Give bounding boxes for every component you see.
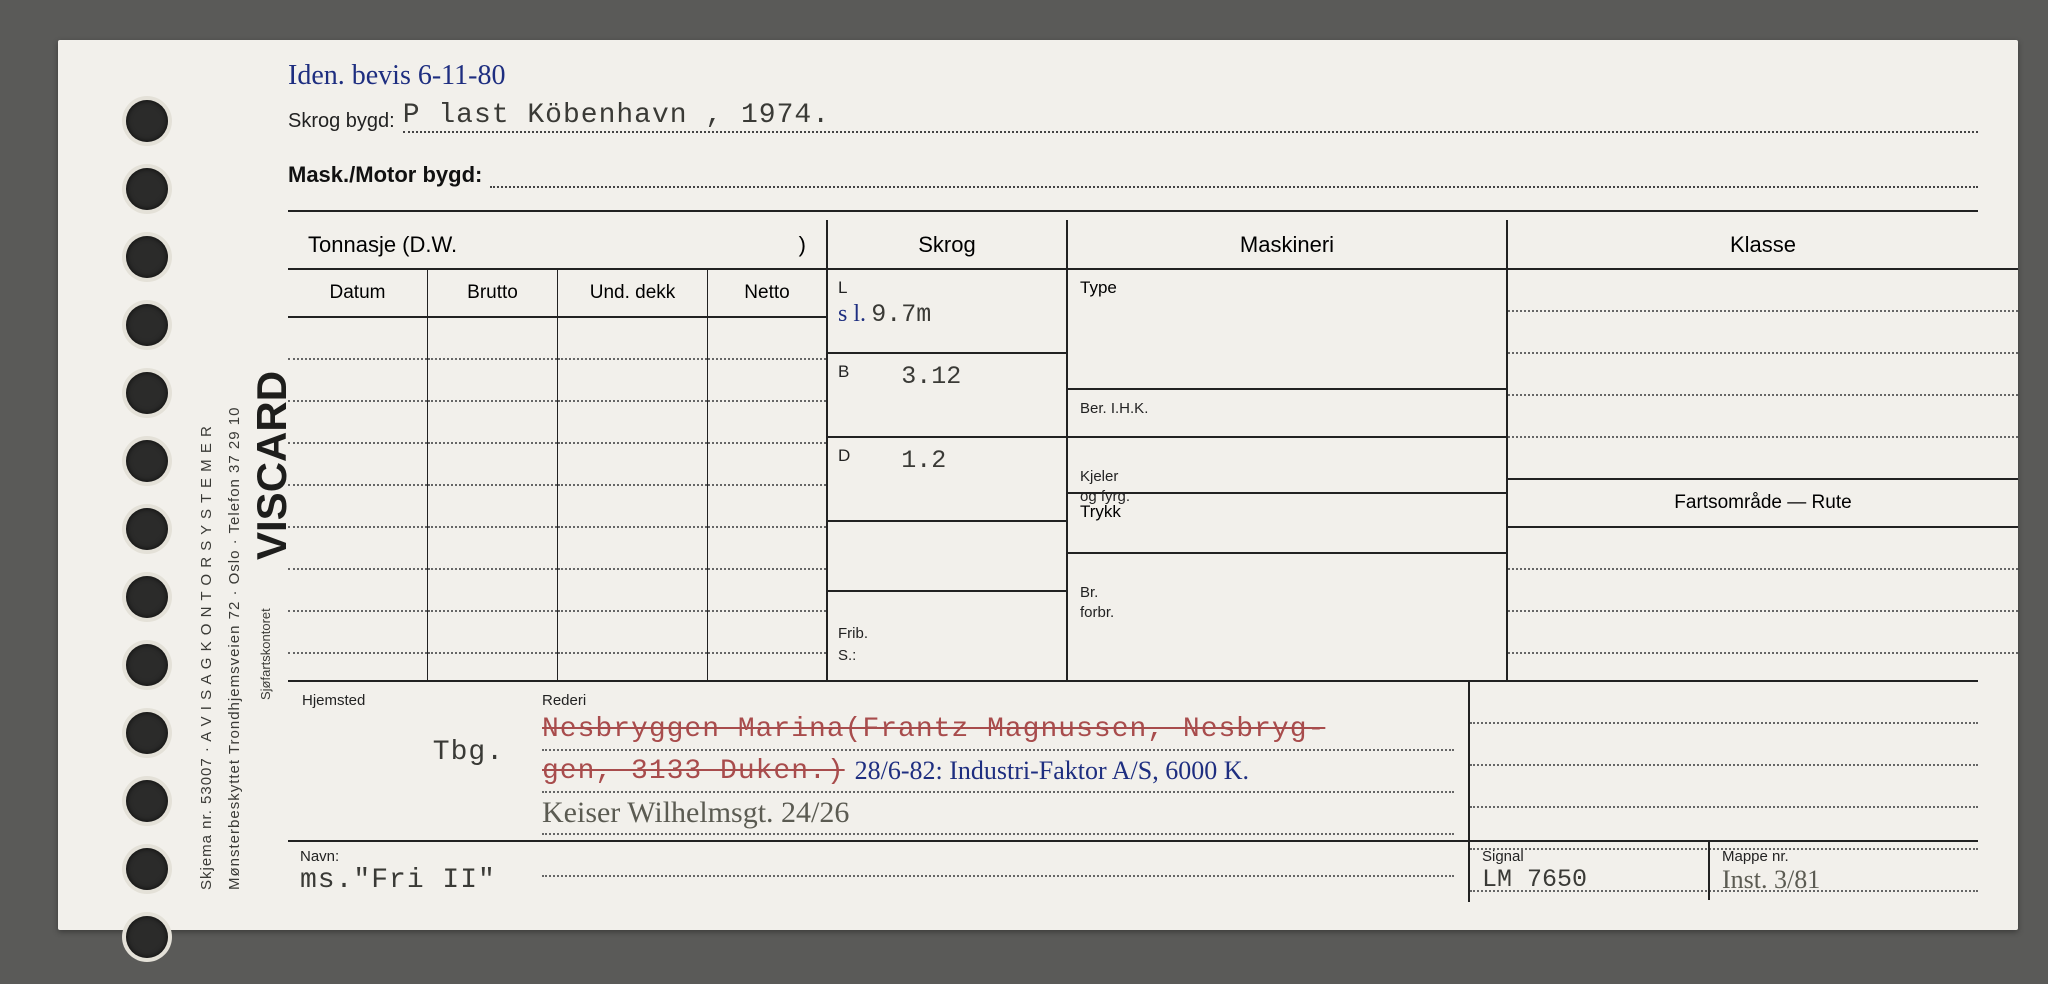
D-label: D — [838, 446, 872, 466]
skrog-header: Skrog — [828, 220, 1066, 270]
tonnasje-header: Tonnasje (D.W. ) — [288, 220, 826, 270]
punch-holes — [126, 100, 168, 984]
side-text-kontor: Sjøfartskontoret — [258, 608, 273, 700]
side-text-line1: Skjema nr. 53007 · A V I S A G K O N T O… — [198, 425, 215, 890]
col-tonnasje: Tonnasje (D.W. ) Datum Brutto Und. dekk … — [288, 220, 828, 680]
rederi-line2b: 28/6-82: Industri-Faktor A/S, 6000 K. — [855, 756, 1249, 786]
signal-value: LM 7650 — [1482, 865, 1696, 894]
skrog-bygd-value: P last Köbenhavn , 1974. — [403, 100, 1978, 133]
bottom-row: Navn: ms."Fri II" Signal LM 7650 Mappe n… — [288, 840, 1978, 900]
B-value: 3.12 — [901, 362, 961, 391]
maskineri-header: Maskineri — [1068, 220, 1506, 270]
brforbr-label: Br. forbr. — [1080, 584, 1114, 621]
mask-kjeler: Kjeler og fyrg. — [1068, 438, 1506, 494]
punch-hole — [126, 712, 168, 754]
klasse-body — [1508, 270, 2018, 480]
mask-ber: Ber. I.H.K. — [1068, 390, 1506, 438]
tonnasje-subheader: Datum Brutto Und. dekk Netto — [288, 270, 826, 318]
index-card: VISCARD Skjema nr. 53007 · A V I S A G K… — [58, 40, 2018, 930]
mask-trykk: Trykk — [1068, 494, 1506, 554]
L-label: L — [838, 278, 872, 298]
L-value: 9.7m — [871, 300, 931, 329]
side-text-line2: Mønsterbeskyttet Trondhjemsveien 72 · Os… — [226, 407, 243, 890]
punch-hole — [126, 916, 168, 958]
col-klasse: Klasse Fartsområde — Rute — [1508, 220, 2018, 680]
skrog-bygd-row: Skrog bygd: P last Köbenhavn , 1974. — [288, 100, 1978, 133]
col-datum: Datum — [288, 270, 428, 316]
signal-cell: Signal LM 7650 — [1468, 842, 1708, 900]
punch-hole — [126, 644, 168, 686]
L-hand-prefix: s l. — [838, 301, 866, 327]
kjeler-label: Kjeler og fyrg. — [1080, 468, 1130, 505]
col-netto: Netto — [708, 270, 826, 316]
tonnasje-close: ) — [799, 232, 806, 268]
skrog-L: L s l. 9.7m — [828, 270, 1066, 354]
skrog-bygd-label: Skrog bygd: — [288, 110, 395, 133]
col-brutto: Brutto — [428, 270, 558, 316]
rederi-line2a: gen, 3133 Duken.) — [542, 756, 845, 787]
skrog-D: D 1.2 — [828, 438, 1066, 522]
punch-hole — [126, 576, 168, 618]
punch-hole — [126, 440, 168, 482]
motor-bygd-row: Mask./Motor bygd: — [288, 162, 1978, 188]
mappe-label: Mappe nr. — [1722, 848, 1966, 865]
punch-hole — [126, 372, 168, 414]
skrog-B: B 3.12 — [828, 354, 1066, 438]
punch-hole — [126, 508, 168, 550]
skrog-frib: Frib. S.: — [828, 592, 1066, 662]
rederi-label: Rederi — [542, 692, 1454, 709]
rederi-line1: Nesbryggen Marina(Frantz Magnussen, Nesb… — [542, 714, 1325, 745]
form-area: Iden. bevis 6-11-80 Skrog bygd: P last K… — [288, 70, 1978, 900]
skrog-blank — [828, 522, 1066, 592]
col-und-dekk: Und. dekk — [558, 270, 708, 316]
handwritten-top-note: Iden. bevis 6-11-80 — [288, 60, 505, 92]
punch-hole — [126, 304, 168, 346]
divider — [288, 210, 1978, 212]
motor-bygd-value — [490, 186, 1978, 188]
col-skrog: Skrog L s l. 9.7m B 3.12 D 1.2 — [828, 220, 1068, 680]
punch-hole — [126, 848, 168, 890]
type-label: Type — [1080, 278, 1117, 297]
D-value: 1.2 — [901, 446, 946, 475]
tonnasje-body — [288, 318, 826, 680]
rederi-line3: Keiser Wilhelmsgt. 24/26 — [542, 796, 849, 830]
navn-label: Navn: — [300, 848, 1456, 865]
navn-cell: Navn: ms."Fri II" — [288, 842, 1468, 900]
main-grid: Tonnasje (D.W. ) Datum Brutto Und. dekk … — [288, 220, 1978, 680]
page: VISCARD Skjema nr. 53007 · A V I S A G K… — [10, 10, 2038, 961]
fartsomrade-body — [1508, 528, 2018, 654]
mappe-cell: Mappe nr. Inst. 3/81 — [1708, 842, 1978, 900]
motor-bygd-label: Mask./Motor bygd: — [288, 162, 482, 188]
klasse-header: Klasse — [1508, 220, 2018, 270]
hjemsted-value: Tbg. — [302, 737, 514, 768]
hjemsted-label: Hjemsted — [302, 692, 514, 709]
punch-hole — [126, 236, 168, 278]
punch-hole — [126, 780, 168, 822]
trykk-label: Trykk — [1080, 502, 1121, 521]
frib-label: Frib. S.: — [838, 625, 868, 664]
mask-brforbr: Br. forbr. — [1068, 554, 1506, 614]
fartsomrade-header: Fartsområde — Rute — [1508, 480, 2018, 528]
signal-label: Signal — [1482, 848, 1696, 865]
ber-label: Ber. I.H.K. — [1080, 400, 1148, 417]
punch-hole — [126, 168, 168, 210]
navn-value: ms."Fri II" — [300, 865, 1456, 896]
tonnasje-label: Tonnasje (D.W. — [308, 232, 457, 268]
col-maskineri: Maskineri Type Ber. I.H.K. Kjeler og fyr… — [1068, 220, 1508, 680]
B-label: B — [838, 362, 872, 382]
mask-type: Type — [1068, 270, 1506, 390]
mappe-value: Inst. 3/81 — [1722, 865, 1966, 895]
punch-hole — [126, 100, 168, 142]
